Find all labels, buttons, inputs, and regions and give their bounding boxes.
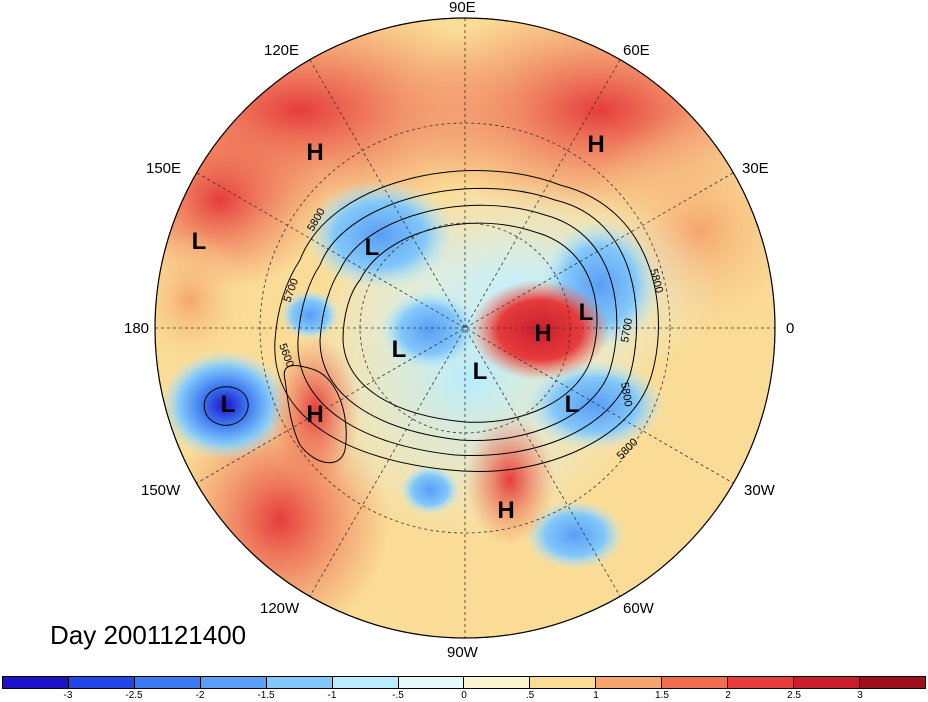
colorbar-tick-label: -1 <box>327 690 337 701</box>
colorbar-tick-label: 1 <box>593 690 599 701</box>
lon-label-90e: 90E <box>449 0 476 16</box>
pressure-marker: H <box>306 401 323 428</box>
colorbar-swatch <box>266 677 333 688</box>
colorbar-swatch <box>3 677 69 688</box>
colorbar-tick-label: 2 <box>725 690 731 701</box>
colorbar-swatch <box>200 677 267 688</box>
colorbar-tick-label: 0 <box>461 690 467 701</box>
colorbar-tick-label: -1.5 <box>257 690 275 701</box>
polar-map: H H L L L H L L H L H L L H 5800 5700 56… <box>154 17 776 639</box>
colorbar-swatch <box>134 677 201 688</box>
lon-label-60w: 60W <box>623 600 654 617</box>
pressure-marker: H <box>497 497 514 524</box>
colorbar-swatch <box>398 677 465 688</box>
colorbar-swatch <box>332 677 399 688</box>
pressure-markers: H H L L L H L L H L H L L H <box>192 131 605 524</box>
colorbar-swatch <box>596 677 663 688</box>
page-title: Day 2001121400 <box>50 620 247 650</box>
lon-label-120e: 120E <box>264 42 300 59</box>
colorbar-swatch <box>68 677 135 688</box>
pressure-marker: H <box>534 320 551 347</box>
colorbar-ticks: -3 -2.5 -2 -1.5 -1 -.5 0 .5 1 1.5 2 2.5 3 <box>2 690 926 702</box>
colorbar-tick-label: -.5 <box>392 690 404 701</box>
colorbar-swatch <box>530 677 597 688</box>
lon-label-30e: 30E <box>742 160 769 177</box>
colorbar-tick-label: 2.5 <box>787 690 801 701</box>
lon-label-150e: 150E <box>146 160 182 177</box>
colorbar-tick-label: -3 <box>63 690 73 701</box>
colorbar-tick-label: .5 <box>525 690 535 701</box>
map-border <box>154 17 776 639</box>
colorbar-swatch <box>794 677 860 688</box>
colorbar-swatch <box>728 677 795 688</box>
lon-label-90w: 90W <box>447 644 478 661</box>
pressure-marker: L <box>192 228 207 255</box>
lon-label-0: 0 <box>786 320 795 337</box>
colorbar-tick-label: 3 <box>857 690 863 701</box>
lon-label-30w: 30W <box>744 482 775 499</box>
colorbar-tick-label: -2.5 <box>125 690 143 701</box>
pressure-marker: L <box>392 336 407 363</box>
anomaly-field <box>155 18 775 638</box>
colorbar-swatch <box>859 677 925 688</box>
lon-label-120w: 120W <box>260 600 300 617</box>
contour-label: 5700 <box>619 317 635 343</box>
colorbar <box>2 676 926 689</box>
pressure-marker: H <box>587 131 604 158</box>
lon-label-150w: 150W <box>141 482 181 499</box>
pressure-marker: L <box>221 391 236 418</box>
pressure-marker: L <box>579 299 594 326</box>
pressure-marker: H <box>306 139 323 166</box>
colorbar-tick-label: -2 <box>195 690 205 701</box>
height-contours <box>203 170 659 472</box>
lon-label-180: 180 <box>124 320 150 337</box>
contour-label: 5800 <box>618 381 634 407</box>
colorbar-swatch <box>464 677 531 688</box>
lon-label-60e: 60E <box>623 42 650 59</box>
pressure-marker: L <box>365 234 380 261</box>
pressure-marker: L <box>473 358 488 385</box>
colorbar-swatch <box>662 677 729 688</box>
pressure-marker: L <box>565 391 580 418</box>
colorbar-tick-label: 1.5 <box>655 690 669 701</box>
